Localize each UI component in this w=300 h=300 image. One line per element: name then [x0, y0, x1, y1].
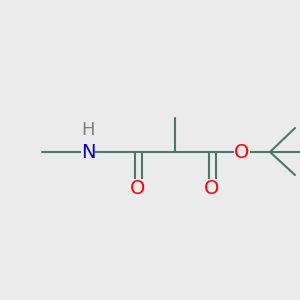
Text: O: O — [204, 178, 220, 197]
Text: N: N — [81, 142, 95, 161]
Text: O: O — [234, 142, 250, 161]
Text: H: H — [81, 121, 95, 139]
Text: O: O — [130, 178, 146, 197]
